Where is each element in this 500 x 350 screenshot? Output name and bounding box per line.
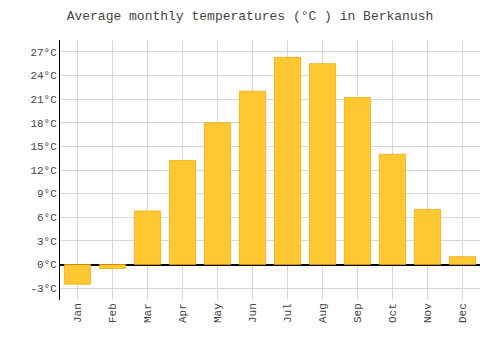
svg-text:Sep: Sep xyxy=(352,303,364,323)
svg-text:15°C: 15°C xyxy=(30,141,57,153)
svg-text:-3°C: -3°C xyxy=(30,283,57,295)
svg-text:Jul: Jul xyxy=(282,303,294,323)
svg-text:9°C: 9°C xyxy=(37,188,57,200)
svg-text:6°C: 6°C xyxy=(37,212,57,224)
svg-text:Nov: Nov xyxy=(422,303,434,323)
svg-text:27°C: 27°C xyxy=(30,47,57,59)
svg-text:24°C: 24°C xyxy=(30,70,57,82)
svg-text:18°C: 18°C xyxy=(30,118,57,130)
svg-text:12°C: 12°C xyxy=(30,165,57,177)
svg-text:21°C: 21°C xyxy=(30,94,57,106)
svg-text:0°C: 0°C xyxy=(37,259,57,271)
svg-text:Average monthly temperatures (: Average monthly temperatures (°C ) in Be… xyxy=(67,9,434,24)
svg-text:3°C: 3°C xyxy=(37,236,57,248)
svg-text:Jun: Jun xyxy=(247,303,259,323)
svg-text:Oct: Oct xyxy=(387,303,399,323)
svg-text:Jan: Jan xyxy=(72,303,84,323)
svg-text:Mar: Mar xyxy=(142,303,154,323)
svg-text:Aug: Aug xyxy=(317,303,329,323)
svg-text:Dec: Dec xyxy=(457,303,469,323)
svg-text:Feb: Feb xyxy=(107,303,119,323)
svg-text:May: May xyxy=(212,303,224,323)
svg-text:Apr: Apr xyxy=(177,303,189,323)
